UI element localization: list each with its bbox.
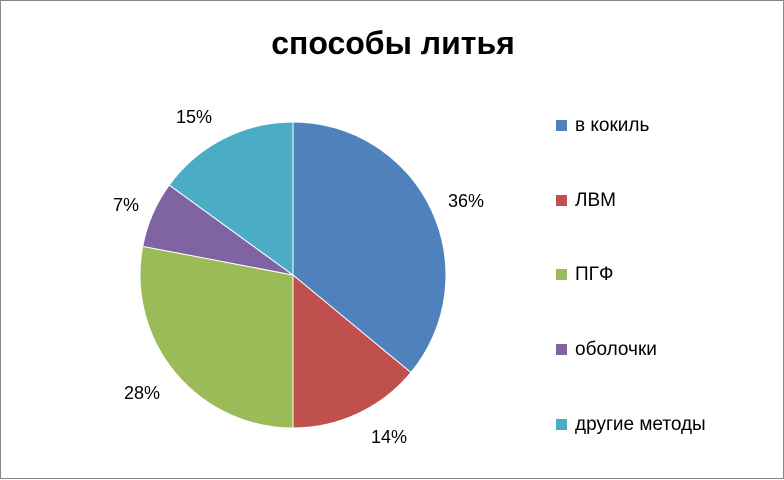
pie-data-labels: 36% 14% 28% 7% 15%	[113, 107, 484, 447]
legend-swatch	[556, 195, 567, 206]
legend-swatch	[556, 120, 567, 131]
legend-label: ПГФ	[575, 264, 614, 285]
legend-swatch	[556, 269, 567, 280]
chart-title: способы литья	[271, 25, 515, 61]
data-label-2: 14%	[371, 427, 407, 447]
data-label-3: 28%	[124, 383, 160, 403]
pie-slice-5	[168, 121, 294, 276]
data-label-1: 36%	[448, 191, 484, 211]
legend-swatch	[556, 344, 567, 355]
pie-slice-3	[139, 245, 294, 429]
legend-swatch	[556, 419, 567, 430]
legend-label: ЛВМ	[575, 190, 616, 211]
pie-slices	[139, 121, 447, 429]
legend-label: другие методы	[575, 414, 706, 435]
pie-slice-2	[292, 273, 412, 429]
data-label-5: 15%	[176, 107, 212, 127]
pie-slice-1	[292, 121, 447, 374]
data-label-4: 7%	[113, 195, 139, 215]
legend-label: в кокиль	[575, 115, 650, 136]
legend-label: оболочки	[575, 339, 657, 360]
